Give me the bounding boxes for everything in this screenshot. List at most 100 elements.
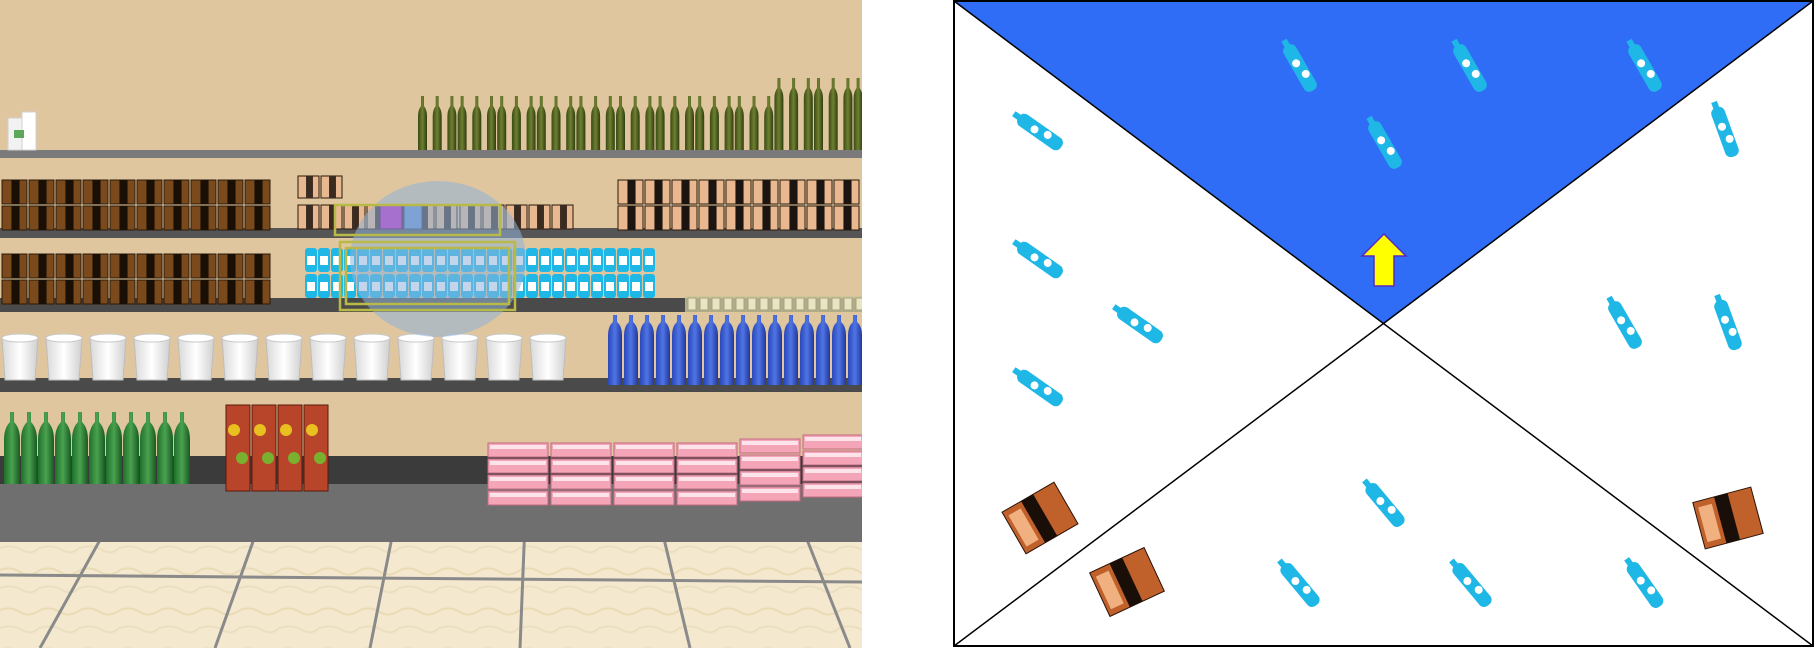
blue-detergent-bottle [800, 315, 814, 385]
white-tub-row [1, 333, 567, 381]
water-label [632, 256, 640, 265]
blue-detergent-bottle [816, 315, 830, 385]
clear-bottle [771, 297, 781, 311]
bottle-cap [1714, 293, 1723, 304]
white-tub [89, 337, 127, 381]
green-soda-bottle [174, 412, 190, 484]
bottle-body [1628, 44, 1662, 92]
tub-lid [353, 333, 391, 343]
wine-bottle [645, 96, 655, 150]
snack-box-stripe [627, 180, 636, 204]
target-box-water[interactable] [338, 240, 517, 312]
snack-box-stripe [654, 180, 663, 204]
pink-box-label [679, 493, 735, 497]
water-bottle-icon [1362, 478, 1405, 527]
wine-bottle [487, 96, 496, 150]
bottle-label [1646, 69, 1655, 78]
bottle-label [1386, 146, 1395, 155]
tub-lid [221, 333, 259, 343]
bottle-body [1283, 44, 1317, 92]
wine-bottle [605, 96, 615, 150]
target-box-upper[interactable] [333, 203, 502, 237]
water-label [346, 256, 354, 265]
bottle-cap [1012, 367, 1023, 377]
cereal-box-stripe [254, 206, 263, 230]
bottle-label [1647, 586, 1656, 595]
cereal-box-stripe [146, 280, 155, 304]
bottle-cap [1362, 478, 1372, 489]
tub-lid [485, 333, 523, 343]
wine-bottle [814, 78, 823, 150]
wine-bottle [670, 96, 680, 150]
blue-detergent-bottle [720, 315, 734, 385]
bottle-body [1017, 241, 1063, 279]
pink-box-label [679, 461, 735, 465]
bottle-body [1453, 44, 1487, 92]
snack-box-stripe [789, 206, 798, 230]
bottle-label [1387, 505, 1396, 514]
bottle-label [1721, 315, 1730, 324]
blue-detergent-bottle [736, 315, 750, 385]
pink-box-label [553, 461, 609, 465]
green-soda-bottle [72, 412, 88, 484]
snack-box-stripe [1714, 493, 1741, 544]
pink-box-label [616, 477, 672, 481]
arrow-up-icon [1360, 232, 1408, 287]
water-label [619, 282, 627, 291]
bottle-label [1030, 125, 1039, 134]
water-label [320, 256, 328, 265]
cereal-box-stripe [173, 206, 182, 230]
wine-bottle-row [7, 78, 862, 151]
cereal-box-stripe [227, 206, 236, 230]
tub-lid [265, 333, 303, 343]
fruit-juice-box [277, 404, 303, 492]
green-soda-bottle [21, 412, 37, 484]
bottle-label [1377, 136, 1386, 145]
cereal-box-stripe [38, 280, 47, 304]
target-selection[interactable] [333, 203, 517, 312]
fruit-graphic [288, 452, 300, 464]
first-person-view [0, 0, 862, 648]
pink-box-row [487, 434, 862, 506]
pink-box-label [805, 485, 861, 489]
cereal-box-stripe [227, 280, 236, 304]
snack-box-stripe [329, 205, 336, 229]
bottle-cap [1112, 304, 1123, 314]
snack-box-stripe [627, 206, 636, 230]
fruit-graphic [262, 452, 274, 464]
pink-box-label [490, 493, 546, 497]
wine-bottle [828, 78, 838, 150]
wine-bottle [591, 96, 601, 150]
gaze-highlight [350, 181, 526, 337]
water-bottle-icon [1112, 304, 1163, 344]
fruit-graphic [306, 424, 318, 436]
snack-box-stripe [560, 205, 567, 229]
clear-bottle [795, 297, 805, 311]
white-carton [21, 111, 37, 151]
water-bottle-icon [1451, 38, 1487, 92]
snack-box-face [1095, 570, 1124, 610]
bottle-cap [1449, 558, 1459, 569]
snack-box-stripe [789, 180, 798, 204]
cereal-box-stripe [254, 254, 263, 278]
blue-detergent-bottle [752, 315, 766, 385]
water-label [333, 256, 341, 265]
clear-bottle [747, 297, 757, 311]
clear-bottle [711, 297, 721, 311]
blue-detergent-bottle [672, 315, 686, 385]
water-bottle-icon [1277, 558, 1320, 607]
bottle-cap [1281, 38, 1291, 49]
cereal-box-stripe [254, 280, 263, 304]
snack-box-icon [1001, 481, 1079, 555]
blue-detergent-bottle [608, 315, 622, 385]
clear-bottle [783, 297, 793, 311]
snack-box-stripe [1109, 557, 1143, 608]
bottle-label [1376, 497, 1385, 506]
snack-box-stripe [1021, 494, 1058, 543]
wine-bottle [789, 78, 799, 150]
bottle-label [1725, 134, 1734, 143]
wine-bottle [749, 96, 759, 150]
water-label [606, 282, 614, 291]
cereal-box-stripe [173, 280, 182, 304]
snack-box-stripe [816, 180, 825, 204]
